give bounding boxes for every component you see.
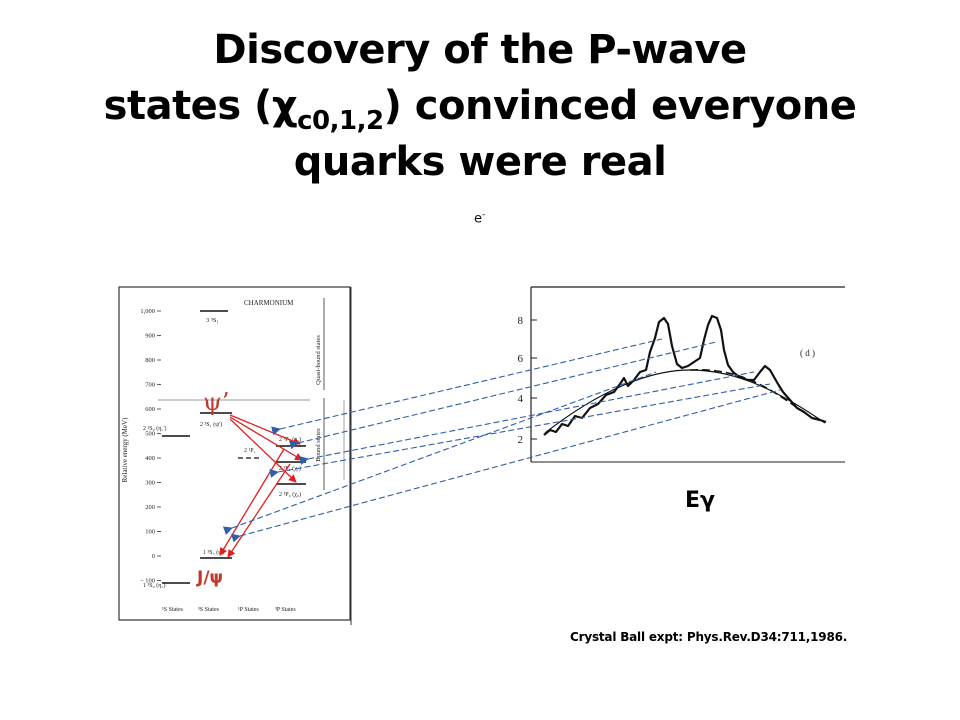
y-tick-label: 800 bbox=[145, 357, 155, 364]
photon-spectrum-plot: 8 6 4 2 ( d ) bbox=[518, 286, 845, 463]
connector-peak-6 bbox=[231, 389, 781, 543]
transition-chi2-to-jpsi bbox=[219, 448, 285, 556]
label-2p1: 2 ¹P₁ bbox=[244, 448, 256, 454]
connector-peak-5 bbox=[222, 371, 657, 535]
transition-psi-to-chi1 bbox=[229, 416, 303, 461]
title-line-2-pre: states ( bbox=[103, 83, 273, 129]
chi-subscript: c0,1,2 bbox=[297, 106, 384, 136]
y-tick-label: 0 bbox=[152, 553, 155, 560]
spectrum-tick-marks bbox=[531, 319, 537, 440]
spectrum-tick-4: 4 bbox=[518, 393, 524, 405]
label-chi0: 2 ³P₀ (χ₀) bbox=[279, 491, 301, 498]
label-etac: 1 ¹S₀ (η꜀) bbox=[143, 582, 165, 589]
photon-energy-label: Eγ bbox=[685, 488, 716, 513]
transition-psi-to-chi2 bbox=[229, 414, 301, 446]
quasi-bound-label: Quasi-bound states bbox=[315, 335, 322, 385]
y-tick-label: 1,000 bbox=[140, 308, 155, 315]
connector-peak-2 bbox=[289, 341, 717, 450]
col-label-1p: ¹P States bbox=[238, 607, 259, 613]
chi-symbol: χ bbox=[271, 83, 298, 129]
y-tick-label: 300 bbox=[145, 480, 155, 487]
panel-label-d: ( d ) bbox=[800, 348, 815, 358]
col-label-3p: ³P States bbox=[275, 607, 296, 613]
transition-chi1-to-jpsi bbox=[227, 463, 291, 558]
diagram-frame bbox=[118, 286, 351, 621]
fit-dashed-curve bbox=[689, 368, 801, 411]
diagram-header: CHARMONIUM bbox=[244, 299, 294, 307]
connector-peak-3 bbox=[299, 371, 755, 465]
y-tick-label: 400 bbox=[145, 455, 155, 462]
label-chi1: 2 ³P₁ (χ₁) bbox=[279, 465, 301, 472]
col-label-3s: ³S States bbox=[198, 607, 220, 613]
measured-spectrum bbox=[543, 314, 827, 436]
col-label-1s: ¹S States bbox=[162, 607, 184, 613]
title-line-1: Discovery of the P-wave bbox=[213, 27, 747, 73]
title-line-2: states (χc0,1,2) convinced everyone bbox=[0, 78, 960, 134]
spectrum-tick-6: 6 bbox=[518, 353, 524, 365]
y-tick-label: − 100 bbox=[140, 578, 155, 585]
y-tick-label: 100 bbox=[145, 529, 155, 536]
spectrum-tick-8: 8 bbox=[518, 315, 524, 327]
title-line-3: quarks were real bbox=[293, 139, 667, 185]
y-tick-labels: 1,000 900 800 700 600 500 400 300 200 100 0 − 100 bbox=[140, 308, 161, 585]
spectrum-tick-2: 2 bbox=[518, 434, 524, 446]
connector-peak-4 bbox=[269, 383, 771, 478]
radiative-transitions bbox=[219, 414, 303, 558]
bound-label: Bound states bbox=[315, 428, 322, 462]
background-curve bbox=[544, 369, 826, 434]
connector-peak-1 bbox=[271, 338, 663, 436]
spectrum-y-ticks: 8 6 4 2 bbox=[518, 315, 524, 446]
reference-caption: Crystal Ball expt: Phys.Rev.D34:711,1986… bbox=[570, 630, 848, 644]
y-tick-label: 600 bbox=[145, 406, 155, 413]
y-tick-label: 200 bbox=[145, 504, 155, 511]
jpsi-label: J/ψ bbox=[196, 568, 223, 588]
slide-title: Discovery of the P-wave states (χc0,1,2)… bbox=[0, 22, 960, 190]
label-3s1: 3 ³S₁ bbox=[206, 317, 219, 324]
y-tick-label: 900 bbox=[145, 333, 155, 340]
label-psi-prime-level: 2 ³S₁ (ψ') bbox=[200, 421, 222, 428]
stray-electron-label: e- bbox=[474, 210, 486, 227]
peak-correspondence-lines bbox=[222, 338, 781, 543]
title-line-2-post: ) convinced everyone bbox=[383, 83, 857, 129]
psi-prime-label: ψ’ bbox=[203, 388, 229, 416]
y-axis-label: Relative energy (MeV) bbox=[121, 417, 129, 482]
label-jpsi-level: 1 ³S₁ (ψ) bbox=[203, 549, 224, 556]
charmonium-level-diagram: CHARMONIUM Relative energy (MeV) 1,000 90… bbox=[118, 286, 352, 625]
y-tick-label: 700 bbox=[145, 382, 155, 389]
label-2s0: 2 ¹S₀ (η꜀') bbox=[143, 425, 167, 432]
y-tick-label: 500 bbox=[145, 431, 155, 438]
